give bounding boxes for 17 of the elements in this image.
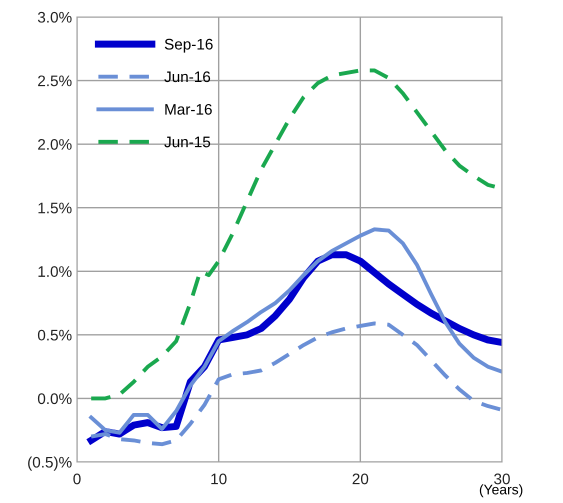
y-tick-label: 1.5% bbox=[38, 202, 72, 214]
legend-label: Sep-16 bbox=[164, 38, 213, 53]
y-tick-label: 0.0% bbox=[38, 393, 72, 404]
x-tick-label: 30 bbox=[494, 474, 510, 484]
y-tick-label: 1.0% bbox=[38, 266, 72, 277]
legend-label: Mar-16 bbox=[165, 104, 212, 115]
y-tick-label: 3.0% bbox=[38, 12, 72, 23]
y-tick-label: 2.5% bbox=[38, 75, 72, 86]
x-axis-title: (Years) bbox=[480, 484, 522, 498]
y-tick-label: (0.5)% bbox=[28, 456, 72, 471]
x-tick-label: 0 bbox=[73, 474, 81, 484]
y-tick-label: 0.5% bbox=[38, 330, 72, 341]
x-tick-label: 20 bbox=[352, 474, 368, 484]
y-tick-label: 2.0% bbox=[38, 139, 72, 150]
x-tick-label: 10 bbox=[211, 474, 227, 484]
legend-label: Jun-16 bbox=[164, 71, 210, 82]
legend-label: Jun-15 bbox=[164, 136, 210, 148]
